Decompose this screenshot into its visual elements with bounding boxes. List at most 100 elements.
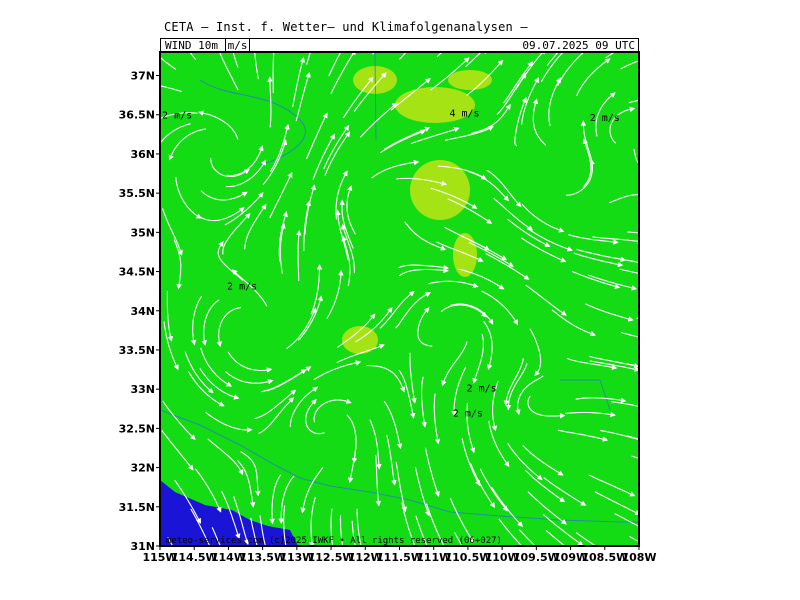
streamline [175,177,202,219]
lon-tick-label: 109W [553,551,588,564]
streamline [518,529,536,546]
longitude-axis: 115W114.5W114W113.5W113W112.5W112W111.5W… [142,546,657,564]
lat-tick-label: 36N [130,148,155,161]
streamline [505,363,528,411]
streamline [521,237,567,263]
streamline [200,190,248,201]
streamline [197,207,245,222]
border-line [560,379,611,411]
streamline [521,203,565,233]
streamline [261,368,307,393]
streamline [614,513,639,528]
streamline [599,429,639,441]
streamline [522,444,564,476]
streamline [210,158,250,178]
streamline [633,149,639,166]
streamline [521,77,540,125]
wind-speed-field [160,52,639,546]
streamline [168,128,206,161]
streamline [627,231,639,234]
streamline [466,59,504,96]
streamline [347,432,357,484]
lat-tick-label: 31N [130,540,155,553]
streamline [160,56,177,70]
streamline [567,357,618,370]
lat-tick-label: 32N [130,462,155,475]
datetime-label: 09.07.2025 09 UTC [522,39,635,52]
streamline [485,253,530,280]
streamline [337,313,376,348]
streamline [201,299,220,346]
streamline [173,239,182,290]
streamline [557,52,591,86]
streamline [226,145,264,177]
streamline [324,131,351,176]
streamline [328,52,342,77]
streamline [444,125,494,141]
streamline [595,92,616,137]
streamline [254,52,259,80]
streamline [225,371,274,385]
streamline [526,227,573,252]
lon-tick-label: 115W [142,551,177,564]
streamline [359,102,398,138]
streamline [262,139,288,185]
streamline [527,491,567,525]
streamline [461,438,480,487]
streamline [498,518,523,546]
border-line [199,79,306,166]
streamline [575,397,627,404]
lon-tick-label: 108W [621,551,656,564]
streamline [515,375,544,416]
streamline [621,331,639,338]
streamline [398,267,449,277]
streamline [430,57,470,91]
streamline [468,170,510,202]
streamline [292,56,305,107]
speed-label: 2 m/s [227,282,257,293]
streamline [425,503,447,546]
streamline [457,268,505,290]
lon-tick-label: 110W [485,551,520,564]
streamline [351,520,356,546]
streamline [417,307,433,347]
streamline [160,112,198,120]
streamline [609,106,636,144]
streamline [286,307,317,350]
streamline [469,463,496,508]
streamline [161,430,194,471]
lon-tick-label: 113W [279,551,314,564]
streamline [269,172,293,219]
streamline [395,462,408,513]
streamline [398,369,416,419]
streamline [342,76,374,119]
border-lines [160,52,639,523]
streamline [383,400,403,450]
streamline [454,532,463,546]
streamline [217,240,244,281]
streamline [219,52,239,91]
streamline [189,52,197,60]
speed-label: 2 m/s [590,113,620,124]
lon-tick-label: 109.5W [513,551,560,564]
streamline [575,532,597,546]
streamline [440,304,488,318]
streamline [441,341,468,387]
streamline [472,334,484,384]
lat-tick-label: 32.5N [119,422,155,435]
streamline [414,467,431,517]
streamline [527,395,566,419]
lon-tick-label: 114W [211,551,246,564]
lon-tick-label: 110.5W [444,551,491,564]
streamline [269,123,290,172]
streamline [525,284,567,316]
streamline [503,61,533,104]
lon-tick-label: 111.5W [376,551,423,564]
streamline [449,497,475,544]
streamline [232,495,250,546]
high-wind-patch [410,160,470,220]
lat-tick-label: 33N [130,383,155,396]
streamline [278,211,288,262]
streamline [310,264,323,315]
streamline [545,529,566,546]
